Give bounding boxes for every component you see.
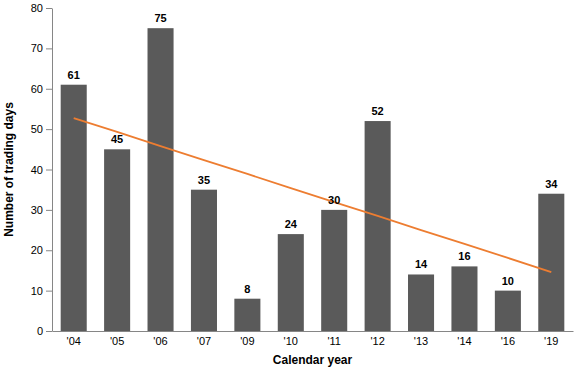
bar (495, 291, 521, 331)
x-tick-label: '07 (197, 335, 211, 347)
y-tick-mark (46, 170, 52, 171)
bar (191, 190, 217, 331)
data-label: 34 (545, 178, 558, 190)
y-tick: 70 (31, 42, 52, 54)
y-tick-mark (46, 291, 52, 292)
x-tick-label: '05 (110, 335, 124, 347)
x-tick: '13 (414, 331, 428, 347)
bar (234, 299, 260, 331)
y-tick-label: 0 (37, 325, 43, 337)
chart: 0 10 20 30 40 50 60 70 80 '04 '05 '06 '07 '09 '10 '11 '1… (0, 0, 579, 370)
x-tick: '05 (110, 331, 124, 347)
bar (451, 266, 477, 331)
x-tick-label: '06 (153, 335, 167, 347)
y-axis-line (52, 9, 53, 332)
x-tick-label: '10 (284, 335, 298, 347)
y-tick-mark (46, 331, 52, 332)
bar (148, 28, 174, 331)
bar (321, 210, 347, 331)
x-tick: '19 (544, 331, 558, 347)
y-tick: 30 (31, 204, 52, 216)
y-tick-label: 60 (31, 83, 43, 95)
x-tick: '07 (197, 331, 211, 347)
data-label: 35 (198, 174, 210, 186)
data-label: 24 (285, 218, 298, 230)
data-label: 75 (154, 12, 166, 24)
y-tick-mark (46, 48, 52, 49)
y-tick-label: 40 (31, 164, 43, 176)
y-tick-mark (46, 8, 52, 9)
x-tick: '11 (327, 331, 341, 347)
y-tick: 50 (31, 123, 52, 135)
x-axis-line (53, 331, 574, 332)
x-tick: '12 (370, 331, 384, 347)
x-tick: '14 (457, 331, 471, 347)
x-tick-label: '04 (67, 335, 81, 347)
x-axis: '04 '05 '06 '07 '09 '10 '11 '12 '13 '14 '16 '19 (53, 331, 574, 347)
y-tick-label: 80 (31, 2, 43, 14)
y-tick-mark (46, 250, 52, 251)
x-tick: '04 (67, 331, 81, 347)
y-tick: 0 (37, 325, 52, 337)
y-tick-label: 20 (31, 244, 43, 256)
bar (408, 274, 434, 331)
marks (61, 28, 565, 331)
data-label: 30 (328, 194, 340, 206)
x-tick-label: '11 (327, 335, 341, 347)
y-tick: 80 (31, 2, 52, 14)
x-tick-label: '13 (414, 335, 428, 347)
y-axis-title: Number of trading days (2, 102, 16, 237)
bar (365, 121, 391, 331)
y-tick: 40 (31, 164, 52, 176)
trend-line (74, 118, 552, 272)
x-axis-title: Calendar year (273, 353, 353, 367)
y-tick-mark (46, 129, 52, 130)
x-tick: '09 (240, 331, 254, 347)
x-tick-label: '12 (370, 335, 384, 347)
y-tick-label: 50 (31, 123, 43, 135)
data-label: 16 (458, 250, 470, 262)
data-label: 8 (244, 283, 250, 295)
x-tick-label: '09 (240, 335, 254, 347)
data-label: 10 (502, 275, 514, 287)
x-tick-label: '14 (457, 335, 471, 347)
bar (538, 194, 564, 331)
data-labels: 61 45 75 35 8 24 30 52 14 16 10 34 (68, 12, 559, 295)
y-tick-mark (46, 210, 52, 211)
plot: 0 10 20 30 40 50 60 70 80 '04 '05 '06 '07 '09 '10 '11 '1… (31, 2, 574, 347)
x-tick: '16 (501, 331, 515, 347)
x-tick-label: '19 (544, 335, 558, 347)
x-tick: '10 (284, 331, 298, 347)
data-label: 45 (111, 133, 123, 145)
y-tick-label: 10 (31, 285, 43, 297)
data-label: 14 (415, 258, 428, 270)
bar (278, 234, 304, 331)
data-label: 52 (372, 105, 384, 117)
y-tick: 20 (31, 244, 52, 256)
y-tick-mark (46, 89, 52, 90)
y-tick-label: 70 (31, 42, 43, 54)
data-label: 61 (68, 69, 80, 81)
bar (104, 149, 130, 331)
y-tick: 10 (31, 285, 52, 297)
y-axis: 0 10 20 30 40 50 60 70 80 (31, 2, 53, 337)
x-tick: '06 (153, 331, 167, 347)
y-tick: 60 (31, 83, 52, 95)
y-tick-label: 30 (31, 204, 43, 216)
x-tick-label: '16 (501, 335, 515, 347)
